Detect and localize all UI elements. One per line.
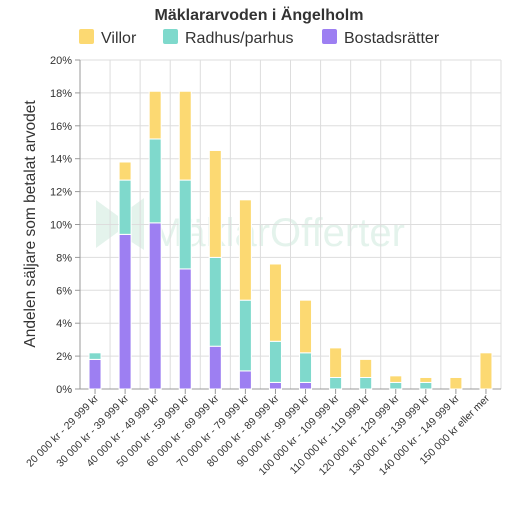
bar-segment [389, 375, 403, 383]
bar-segment [148, 138, 162, 224]
bar-segment [359, 376, 373, 390]
bar-segment [208, 256, 222, 347]
bar-segment [118, 233, 132, 390]
legend-swatch [322, 29, 337, 44]
y-tick-label: 12% [50, 187, 72, 199]
bar-segment [268, 381, 282, 390]
bar-segment [238, 199, 252, 301]
bars [88, 90, 493, 390]
y-tick-label: 10% [50, 220, 72, 232]
y-tick-label: 0% [56, 384, 72, 396]
bar-segment [178, 268, 192, 390]
bar-segment [118, 179, 132, 235]
legend: Villor Radhus/parhus Bostadsrätter [79, 29, 440, 47]
y-tick-label: 14% [50, 154, 72, 166]
bar-segment [208, 149, 222, 258]
legend-label: Radhus/parhus [185, 30, 294, 47]
bar-segment [88, 352, 102, 360]
bar-segment [299, 352, 313, 383]
bar-segment [419, 381, 433, 390]
bar-segment [88, 358, 102, 390]
bar-segment [299, 299, 313, 354]
bar-segment [178, 90, 192, 181]
bar-segment [389, 381, 403, 390]
bar-segment [148, 90, 162, 140]
legend-swatch [163, 29, 178, 44]
y-tick-label: 18% [50, 88, 72, 100]
bar-segment [238, 299, 252, 372]
bar-segment [118, 161, 132, 181]
legend-label: Villor [101, 30, 137, 47]
y-tick-label: 16% [50, 121, 72, 133]
legend-label: Bostadsrätter [344, 30, 440, 47]
bar-segment [148, 222, 162, 390]
bar-segment [268, 263, 282, 342]
bar-segment [329, 376, 343, 390]
watermark-text: MäklarOfferter [150, 211, 405, 255]
bar-segment [419, 376, 433, 383]
gridlines [79, 59, 502, 390]
y-axis-ticks: 0% 2% 4% 6% 8% 10% 12% 14% 16% 18% 20% [50, 55, 80, 396]
bar-segment [268, 340, 282, 383]
bar-segment [359, 358, 373, 378]
chart-title: Mäklararvoden i Ängelholm [155, 6, 364, 24]
y-tick-label: 6% [56, 285, 72, 297]
bar-segment [479, 352, 493, 390]
legend-swatch [79, 29, 94, 44]
bar-segment [208, 345, 222, 390]
y-tick-label: 20% [50, 55, 72, 67]
y-tick-label: 8% [56, 252, 72, 264]
bar-segment [299, 381, 313, 390]
y-tick-label: 4% [56, 318, 72, 330]
y-tick-label: 2% [56, 351, 72, 363]
y-axis-label: Andelen säljare som betalat arvodet [22, 100, 39, 348]
bar-segment [449, 376, 463, 390]
bar-segment [329, 347, 343, 378]
bar-segment [238, 370, 252, 390]
bar-segment [178, 179, 192, 270]
